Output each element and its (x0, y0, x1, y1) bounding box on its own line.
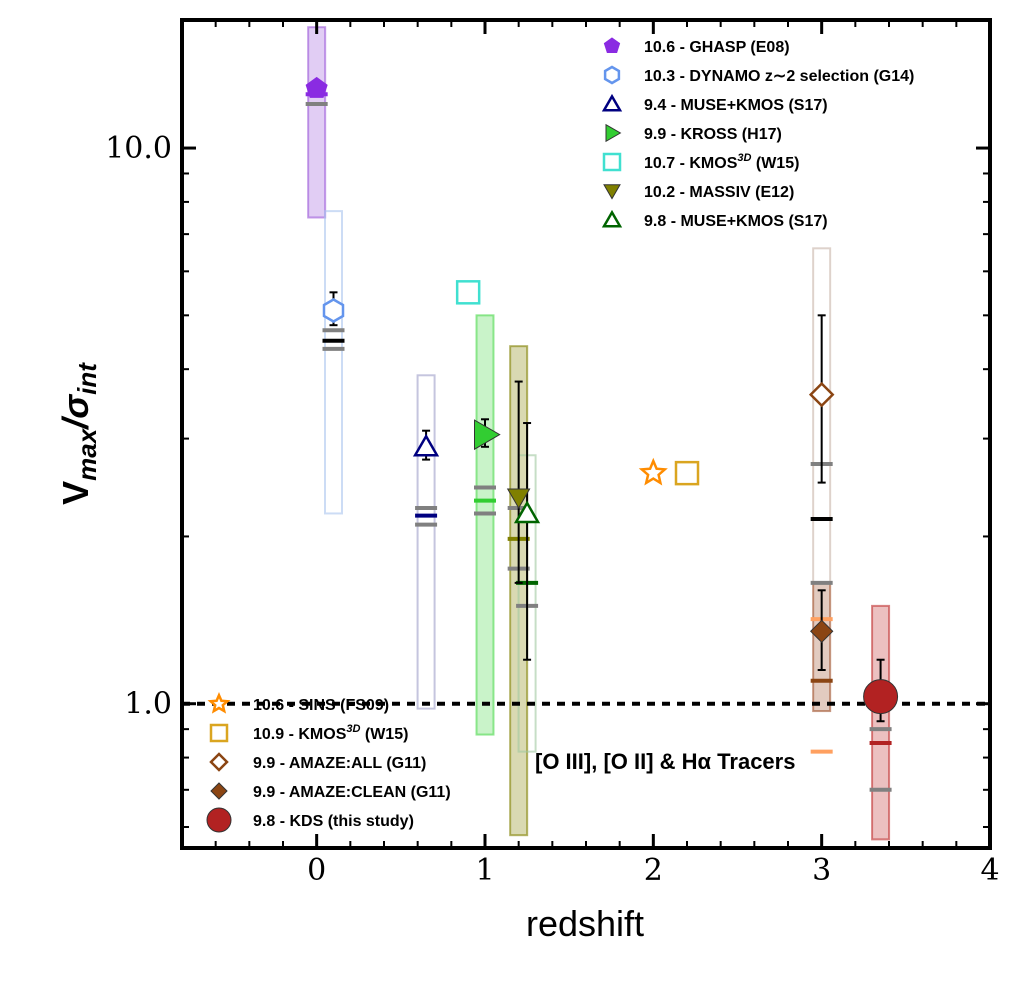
y-tick-label: 1.0 (124, 687, 172, 722)
range-box (324, 210, 343, 515)
legend-label: 10.6 - GHASP (E08) (644, 39, 790, 56)
range-box (416, 374, 436, 710)
data-point (808, 381, 835, 408)
legend-label: 9.8 - KDS (this study) (253, 813, 414, 830)
legend-label: 10.6 - SINS (FS09) (253, 697, 389, 714)
legend-label: 10.3 - DYNAMO z∼2 selection (G14) (644, 68, 914, 85)
range-box (871, 604, 891, 841)
legend-marker (209, 723, 229, 743)
data-point (455, 280, 481, 305)
range-box (475, 314, 495, 736)
data-point (305, 76, 328, 98)
legend-label: 9.9 - AMAZE:ALL (G11) (253, 755, 426, 772)
data-point (863, 679, 899, 715)
legend-label: 9.9 - KROSS (H17) (644, 126, 782, 143)
data-point (506, 488, 531, 510)
legend-marker (601, 93, 623, 112)
legend-marker (601, 209, 623, 228)
legend-marker (603, 37, 621, 53)
data-point (809, 619, 834, 644)
legend-marker (206, 807, 232, 833)
legend-marker (210, 782, 228, 800)
legend-label: 10.2 - MASSIV (E12) (644, 184, 794, 201)
range-box (307, 26, 327, 219)
y-tick-label: 10.0 (105, 131, 172, 166)
legend-label: 9.8 - MUSE+KMOS (S17) (644, 213, 828, 230)
legend-marker (603, 184, 621, 200)
x-tick-label: 1 (475, 853, 494, 888)
x-tick-label: 0 (307, 853, 326, 888)
legend-marker (207, 692, 231, 714)
legend-marker (605, 123, 622, 143)
x-tick-label: 3 (812, 853, 831, 888)
x-tick-label: 4 (980, 853, 999, 888)
legend-marker (603, 65, 621, 85)
plot-background (182, 20, 990, 848)
legend-marker (602, 152, 622, 172)
legend-label: 10.9 - KMOS3D (W15) (253, 723, 408, 743)
x-axis-label: redshift (526, 903, 644, 944)
data-point (412, 433, 440, 457)
legend-label: 10.7 - KMOS3D (W15) (644, 152, 799, 172)
data-point (674, 460, 700, 486)
data-point (474, 419, 501, 451)
y-axis-label: Vmax/σint (55, 362, 102, 505)
data-point (513, 500, 541, 524)
data-point (638, 457, 668, 486)
legend-label: 9.9 - AMAZE:CLEAN (G11) (253, 784, 451, 801)
x-tick-label: 2 (644, 853, 663, 888)
data-point (322, 298, 345, 323)
legend-label: 9.4 - MUSE+KMOS (S17) (644, 97, 828, 114)
plot-frame (180, 18, 992, 850)
legend-marker (209, 752, 229, 772)
tracer-annotation: [O III], [O II] & Hα Tracers (535, 749, 795, 774)
